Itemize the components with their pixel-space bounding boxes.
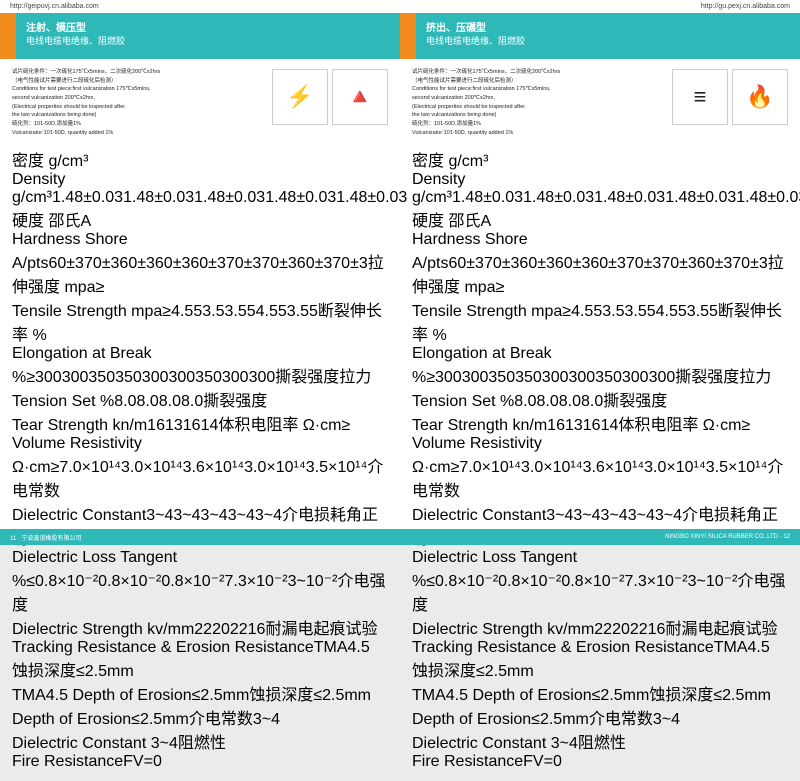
- flame-image: 🔥: [732, 69, 788, 125]
- intro-text-left: 试片硫化条件：一次硫化175℃x5mins，二次硫化200℃x2hrs （电气性…: [12, 69, 264, 139]
- title1: 挤出、压碾型: [426, 19, 790, 34]
- left-page: http://geipuvj.cn.alibaba.com 注射、模压型 电线电…: [0, 0, 400, 545]
- url-left: http://geipuvj.cn.alibaba.com: [0, 0, 400, 13]
- intro-left: 试片硫化条件：一次硫化175℃x5mins，二次硫化200℃x2hrs （电气性…: [12, 69, 388, 139]
- intro-right: 试片硫化条件：一次硫化175℃x5mins，二次硫化200℃x2hrs （电气性…: [412, 69, 788, 139]
- right-page: http://gu.pexj.cn.alibaba.com 挤出、压碾型 电线电…: [400, 0, 800, 545]
- insulator-image-2: 🔺: [332, 69, 388, 125]
- data-table-left: 密度 g/cm³Density g/cm³1.48±0.031.48±0.031…: [12, 147, 388, 771]
- intro-text-right: 试片硫化条件：一次硫化175℃x5mins，二次硫化200℃x2hrs （电气性…: [412, 69, 664, 139]
- insulator-image-1: ⚡: [272, 69, 328, 125]
- content-left: 试片硫化条件：一次硫化175℃x5mins，二次硫化200℃x2hrs （电气性…: [0, 59, 400, 781]
- product-images-left: ⚡ 🔺: [272, 69, 388, 139]
- page-spread: http://geipuvj.cn.alibaba.com 注射、模压型 电线电…: [0, 0, 800, 545]
- header-accent: [400, 13, 416, 59]
- header-left: 注射、模压型 电线电缆电绝缘、阻燃胶: [0, 13, 400, 59]
- title2: 电线电缆电绝缘、阻燃胶: [26, 34, 390, 47]
- data-table-right: 密度 g/cm³Density g/cm³1.48±0.031.48±0.031…: [412, 147, 788, 771]
- footer-left: 11 · 宁波鑫谊橡胶有限公司: [0, 529, 400, 545]
- title2: 电线电缆电绝缘、阻燃胶: [426, 34, 790, 47]
- header-main-left: 注射、模压型 电线电缆电绝缘、阻燃胶: [16, 13, 400, 59]
- cable-image: ≡: [672, 69, 728, 125]
- header-main-right: 挤出、压碾型 电线电缆电绝缘、阻燃胶: [416, 13, 800, 59]
- product-images-right: ≡ 🔥: [672, 69, 788, 139]
- content-right: 试片硫化条件：一次硫化175℃x5mins，二次硫化200℃x2hrs （电气性…: [400, 59, 800, 781]
- header-accent: [0, 13, 16, 59]
- url-right: http://gu.pexj.cn.alibaba.com: [400, 0, 800, 13]
- header-right: 挤出、压碾型 电线电缆电绝缘、阻燃胶: [400, 13, 800, 59]
- title1: 注射、模压型: [26, 19, 390, 34]
- footer-right: NINGBO XINYI SILICA RUBBER CO.,LTD · 12: [400, 529, 800, 545]
